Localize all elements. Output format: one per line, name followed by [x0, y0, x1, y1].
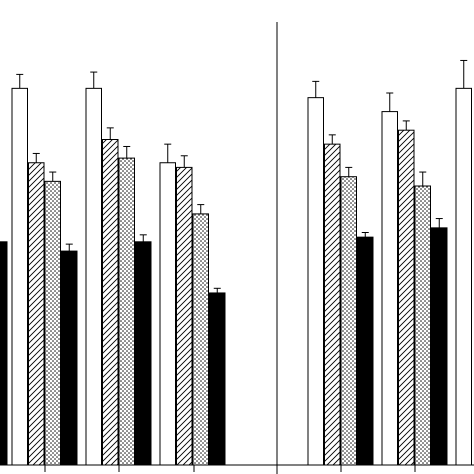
bar: [44, 180, 61, 466]
bar: [159, 162, 176, 466]
bar: [28, 162, 45, 466]
bar: [0, 241, 8, 466]
bar: [11, 87, 28, 466]
bar: [414, 185, 431, 466]
bar: [357, 236, 374, 466]
bar: [118, 157, 135, 466]
bar: [398, 129, 415, 466]
bar: [455, 87, 472, 466]
bar: [340, 176, 357, 466]
bar: [135, 241, 152, 466]
bar: [61, 250, 78, 466]
chart-marks: [0, 59, 472, 466]
bar: [85, 87, 102, 466]
bar: [176, 166, 193, 466]
bar: [381, 111, 398, 466]
chart-axes: [0, 22, 474, 474]
bar: [324, 143, 341, 466]
bar: [192, 213, 209, 466]
bar: [307, 97, 324, 466]
bar: [431, 227, 448, 466]
bar: [102, 139, 119, 466]
bar: [209, 292, 226, 466]
